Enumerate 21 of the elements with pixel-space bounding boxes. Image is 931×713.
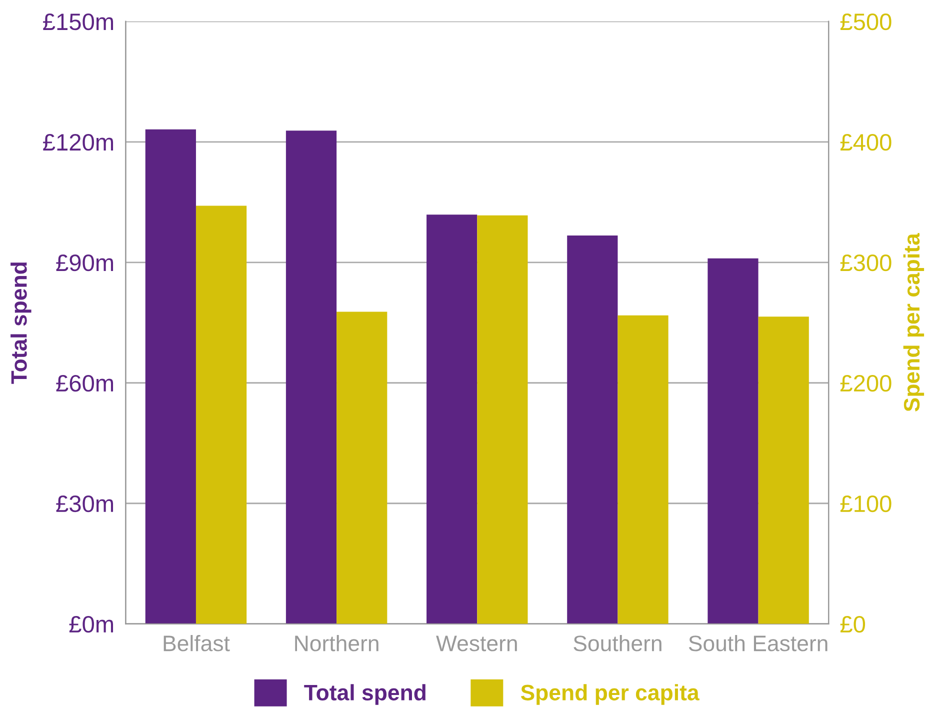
- x-tick-label: Southern: [574, 634, 662, 652]
- x-tick-label: Belfast: [164, 634, 230, 652]
- legend-label: Spend per capita: [520, 684, 700, 705]
- y-tick-label: £60m: [56, 374, 114, 392]
- x-tick-label: South Eastern: [688, 634, 828, 652]
- y2-tick-label: £300: [840, 254, 892, 272]
- x-tick-label: Western: [436, 636, 517, 652]
- y-tick-label: £120m: [43, 134, 114, 151]
- y2-tick-label: £400: [840, 134, 892, 151]
- y2-tick-label: £200: [840, 374, 892, 392]
- y-tick-label: £30m: [56, 495, 114, 512]
- y-tick-label: £150m: [43, 13, 114, 30]
- legend-label: Total spend: [304, 684, 426, 705]
- y2-tick-label: £0: [840, 616, 866, 633]
- y-axis-title: Total spend: [10, 262, 32, 384]
- y-tick-label: £0m: [69, 616, 114, 633]
- y2-tick-label: £500: [840, 13, 892, 30]
- y2-axis-title: Spend per capita: [903, 232, 924, 412]
- y2-tick-label: £100: [840, 495, 892, 512]
- y-tick-label: £90m: [56, 254, 114, 272]
- x-tick-label: Northern: [295, 634, 378, 652]
